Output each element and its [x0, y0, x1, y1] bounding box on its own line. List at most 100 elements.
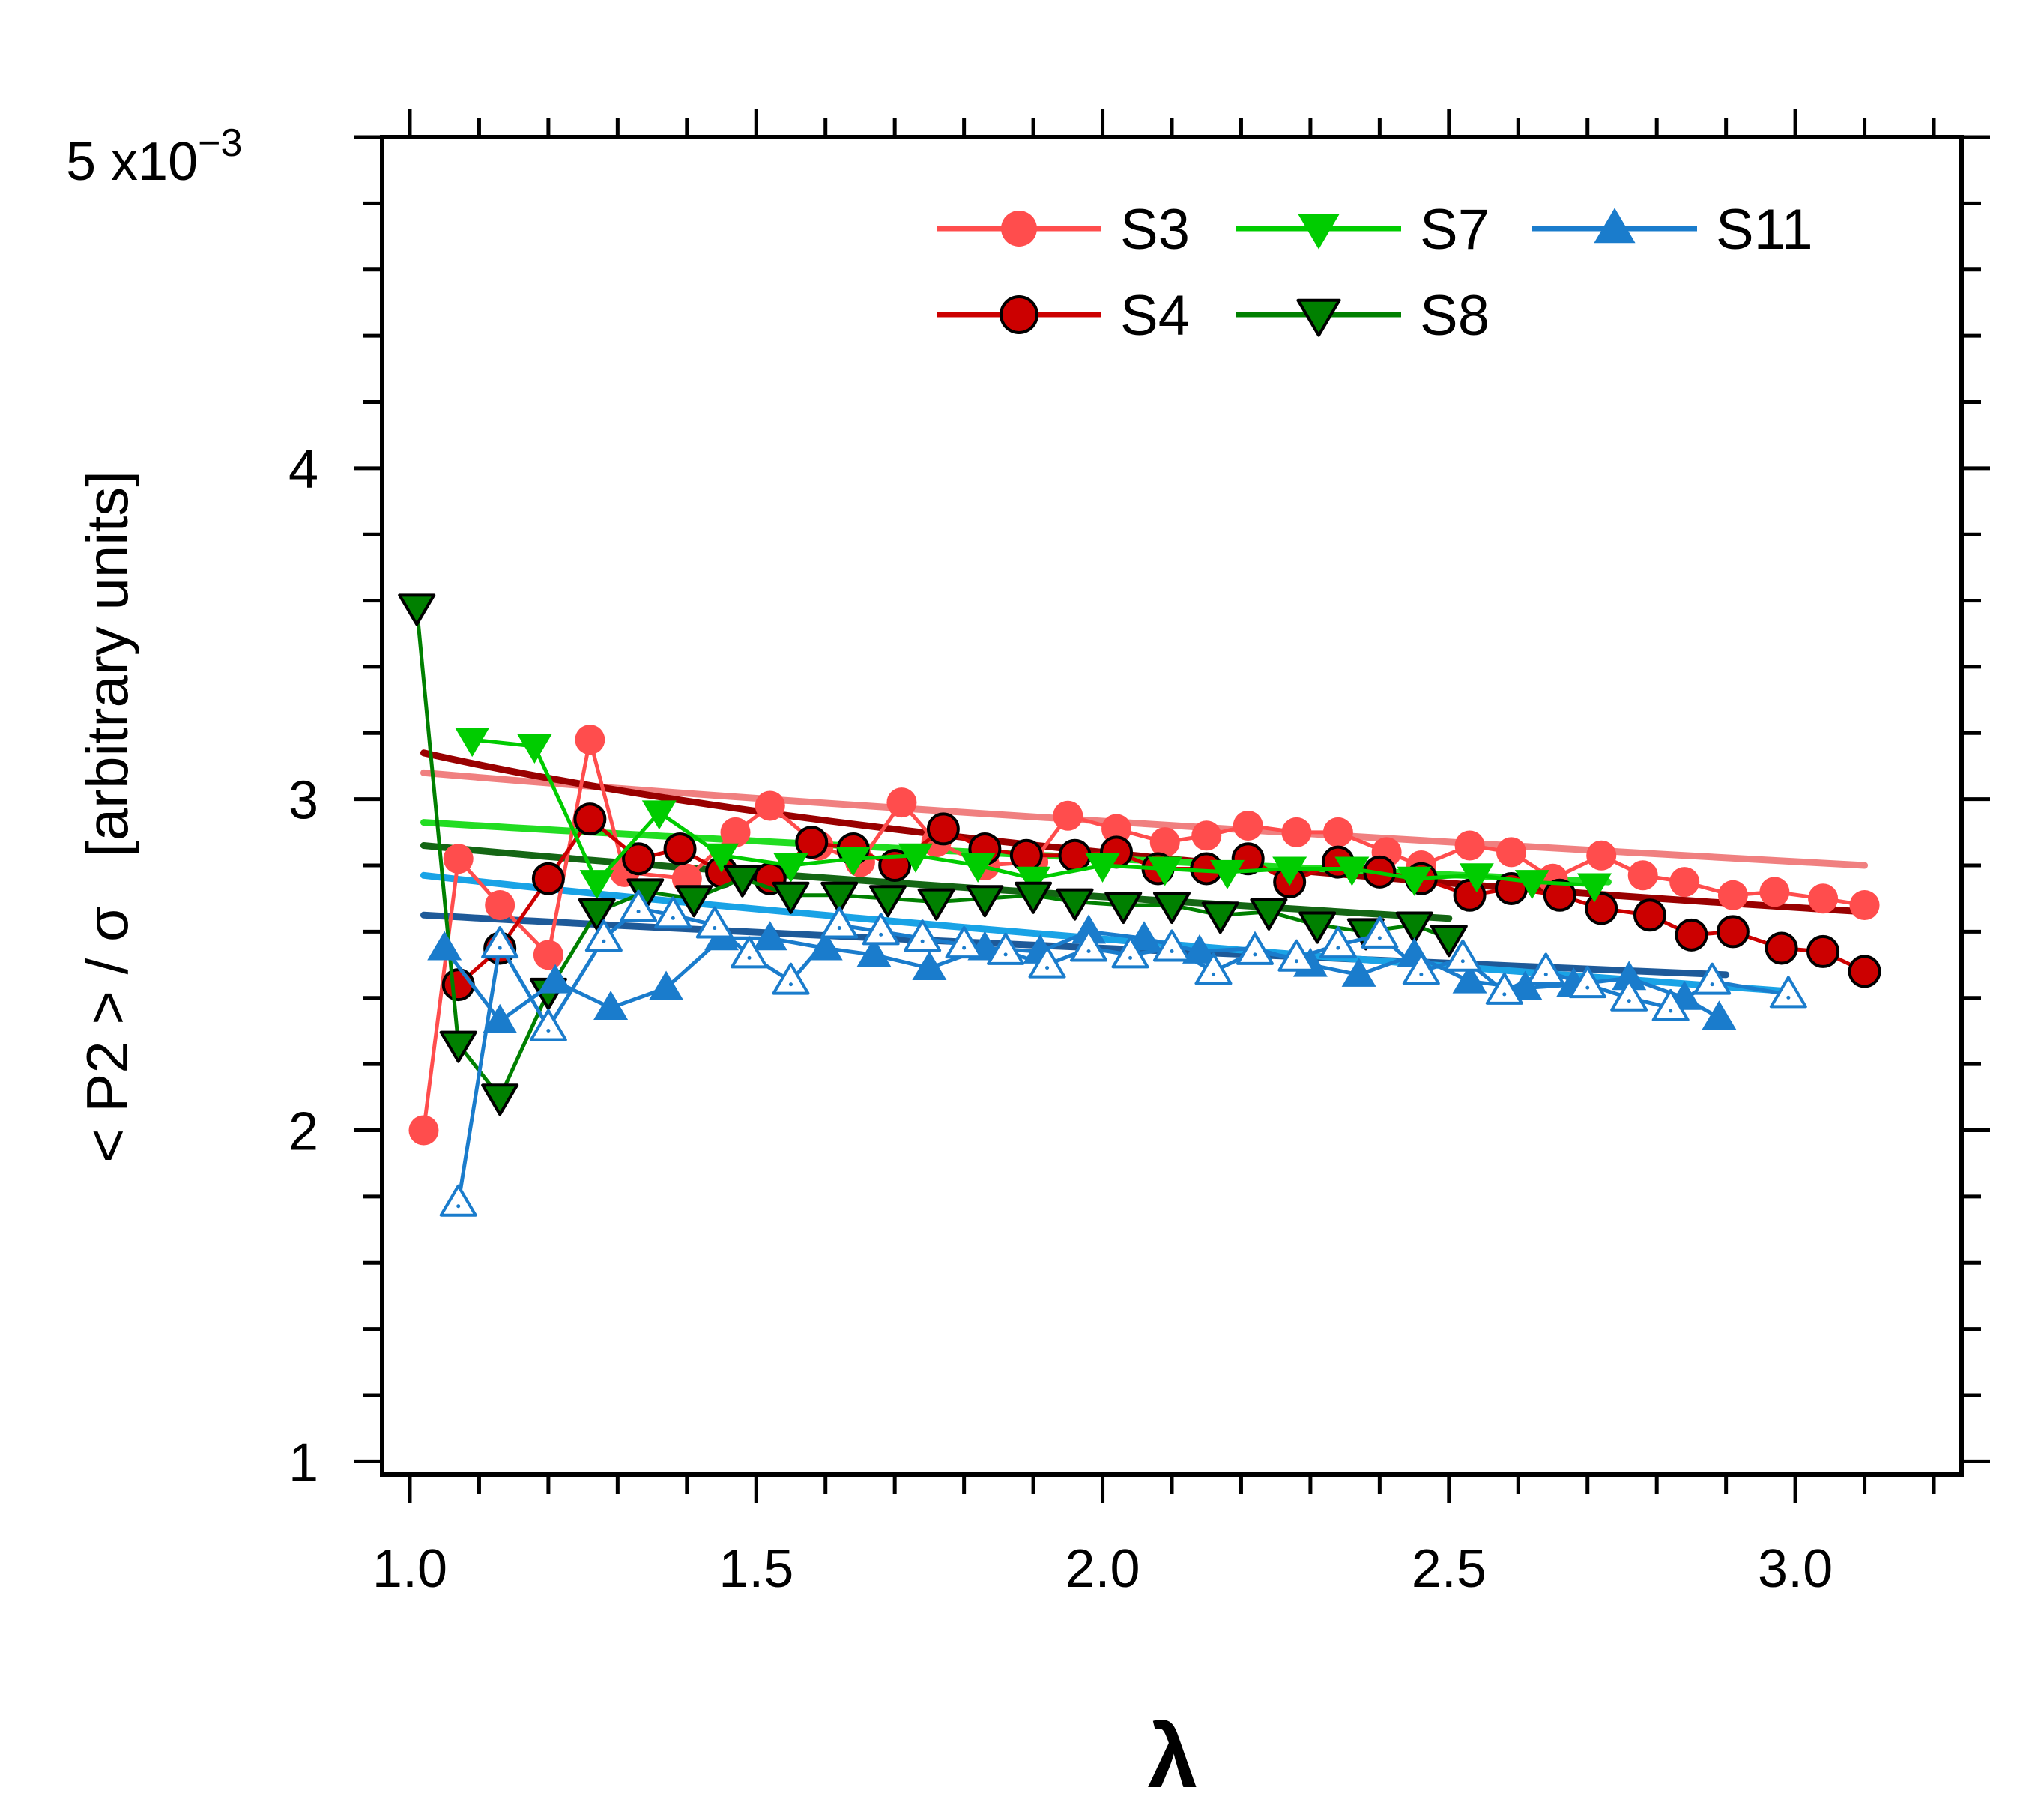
data-point-S8 [1298, 911, 1337, 944]
data-point-dot-S11-open [1211, 972, 1215, 976]
data-point-S11-open [1402, 952, 1440, 985]
legend-marker [1000, 295, 1038, 334]
data-point-S11 [649, 970, 684, 1000]
data-point-S11-open [1651, 989, 1690, 1022]
data-point-dot-S11-open [1336, 946, 1340, 950]
legend-item-S8: S8 [1236, 284, 1490, 348]
legend-label: S8 [1420, 284, 1490, 348]
data-point-S3 [485, 890, 515, 921]
x-tick-label: 2.0 [1065, 1539, 1140, 1599]
data-point-S4 [1058, 838, 1092, 872]
data-point-S3 [1233, 811, 1263, 841]
data-point-dot-S11-open [1045, 966, 1050, 970]
data-point-S11-open [1278, 939, 1316, 972]
data-point-S4 [1543, 878, 1576, 912]
data-point-S11-open [1153, 929, 1191, 962]
series-line-S3 [421, 737, 1865, 1131]
data-point-S11-open [1444, 939, 1482, 972]
legend: S3 S4 S7 S8 S11 [937, 198, 1813, 348]
data-point-S11-open [481, 926, 519, 959]
data-point-dot-S11-open [602, 939, 606, 943]
data-point-dot-S11-open [1377, 936, 1382, 940]
data-point-S3 [1586, 840, 1617, 871]
data-point-dot-S11-open [1086, 949, 1091, 953]
data-point-S11-open [862, 913, 900, 946]
data-point-S3 [408, 1115, 439, 1146]
data-point-S8 [1250, 898, 1288, 931]
data-point-S7 [704, 843, 740, 873]
data-point-S4 [1585, 892, 1618, 925]
data-point-S11-open [1194, 952, 1233, 985]
data-point-S11 [1127, 921, 1162, 951]
data-point-S3 [1759, 877, 1790, 907]
data-point-S4 [573, 802, 607, 836]
data-point-S11-open [1070, 929, 1108, 962]
data-point-S11 [538, 964, 573, 994]
data-point-dot-S11-open [456, 1204, 461, 1209]
data-point-S11 [912, 950, 947, 980]
series-S7 [455, 728, 1612, 903]
data-point-S8 [578, 898, 616, 931]
y-axis-title: < P2 > / σ [arbitrary units] [74, 471, 140, 1163]
data-point-dot-S11-open [636, 909, 641, 913]
x-axis-title: λ [1148, 1706, 1198, 1807]
data-point-S4 [1806, 934, 1840, 968]
legend-item-S11: S11 [1532, 198, 1813, 261]
data-point-S3 [755, 790, 785, 821]
legend-item-S4: S4 [937, 284, 1190, 348]
y-multiplier-exponent: −3 [198, 121, 242, 165]
data-point-dot-S11-open [546, 1029, 551, 1033]
data-point-S8 [723, 865, 761, 898]
data-point-S11-open [1568, 966, 1606, 999]
data-point-S7 [1272, 856, 1307, 886]
data-point-S8 [1104, 892, 1143, 925]
data-point-S11-open [439, 1184, 477, 1217]
data-point-S11 [1182, 934, 1217, 964]
data-point-S3 [886, 787, 917, 818]
data-point-S7 [1085, 853, 1120, 883]
data-point-dot-S11-open [1585, 985, 1590, 990]
data-point-S11 [1341, 957, 1376, 987]
data-point-dot-S11-open [1543, 972, 1548, 976]
data-point-S7 [1397, 866, 1432, 896]
data-point-S7 [898, 843, 933, 873]
x-tick-label: 1.5 [719, 1539, 793, 1599]
data-point-S11-open [1610, 979, 1648, 1012]
data-point-S8 [439, 1030, 477, 1063]
data-point-S3 [1101, 814, 1132, 844]
data-point-S11 [1612, 961, 1647, 991]
data-point-S8 [398, 593, 436, 626]
series-group [398, 593, 1881, 1217]
data-point-S11 [1071, 914, 1107, 944]
data-point-S3 [1454, 830, 1485, 861]
data-point-dot-S11-open [962, 946, 967, 950]
data-point-S3 [533, 940, 563, 970]
data-point-dot-S11-open [1003, 952, 1008, 957]
y-tick-label: 3 [288, 771, 318, 831]
data-point-S3 [1849, 890, 1880, 921]
data-point-S7 [641, 800, 677, 830]
data-point-dot-S11-open [1502, 992, 1507, 997]
data-point-S11 [752, 921, 787, 951]
data-point-S4 [1765, 931, 1798, 965]
data-point-S4 [531, 862, 565, 895]
data-point-S11-open [695, 906, 734, 939]
data-point-S4 [1716, 915, 1750, 949]
data-point-S3 [1322, 817, 1353, 847]
data-point-S3 [1149, 827, 1180, 858]
data-point-S11-open [1319, 926, 1357, 959]
data-point-S11-open [731, 936, 769, 969]
data-point-S3 [575, 725, 605, 755]
data-point-S3 [1191, 820, 1222, 851]
data-point-S7 [1334, 856, 1370, 886]
y-multiplier-base: 5 x10 [66, 132, 198, 192]
data-point-dot-S11-open [879, 932, 883, 937]
data-point-S8 [1395, 911, 1433, 944]
data-point-S4 [1675, 918, 1708, 952]
data-point-S8 [1201, 901, 1239, 934]
data-point-S11-open [584, 919, 623, 952]
data-point-S8 [1153, 892, 1191, 925]
data-point-S8 [1015, 881, 1053, 914]
data-point-S11-open [529, 1009, 567, 1041]
